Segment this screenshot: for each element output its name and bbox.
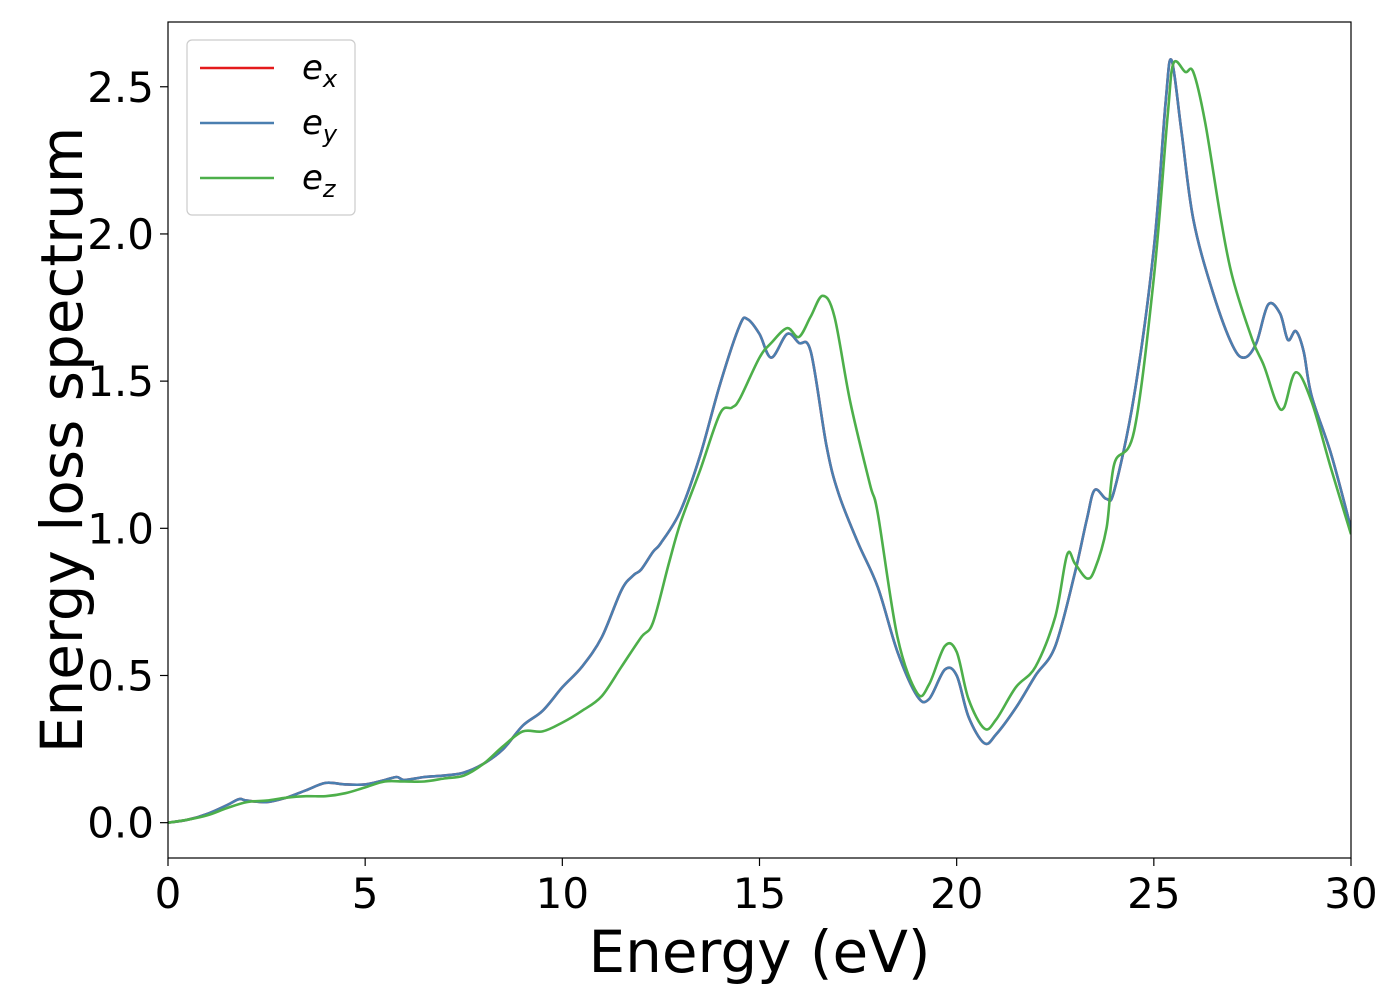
y-tick-label: 0.0: [87, 799, 154, 848]
legend-entry-subscript: z: [322, 175, 337, 203]
x-tick-label: 25: [1127, 869, 1180, 918]
y-tick-label: 2.0: [87, 210, 154, 259]
y-tick-label: 1.0: [87, 504, 154, 553]
legend-box: [186, 39, 356, 216]
legend-entry-base: e: [302, 103, 323, 143]
x-axis-label: Energy (eV): [588, 918, 930, 986]
legend-entry-base: e: [302, 158, 323, 198]
legend-entry-label: ez: [302, 158, 337, 203]
legend-entry-subscript: y: [322, 120, 338, 148]
y-tick-label: 0.5: [87, 651, 154, 700]
y-tick-label: 2.5: [87, 63, 154, 112]
x-tick-label: 5: [352, 869, 379, 918]
series-lines: [168, 58, 1351, 824]
legend-entry-base: e: [302, 48, 323, 88]
x-tick-label: 30: [1324, 869, 1377, 918]
series-line-ez: [168, 59, 1351, 824]
legend-entry-label: ex: [302, 48, 338, 93]
x-tick-label: 15: [733, 869, 786, 918]
series-line-ey: [168, 58, 1351, 824]
x-tick-label: 20: [930, 869, 983, 918]
y-tick-label: 1.5: [87, 357, 154, 406]
legend-entry-label: ey: [302, 103, 338, 148]
x-tick-label: 0: [155, 869, 182, 918]
x-axis-ticks: 0 5 10 15 20 25 30: [155, 858, 1378, 918]
x-tick-label: 10: [536, 869, 589, 918]
y-axis-ticks: 0.0 0.5 1.0 1.5 2.0 2.5: [87, 63, 168, 848]
y-axis-label: Energy loss spectrum: [28, 127, 96, 753]
legend-entry-subscript: x: [322, 65, 338, 93]
